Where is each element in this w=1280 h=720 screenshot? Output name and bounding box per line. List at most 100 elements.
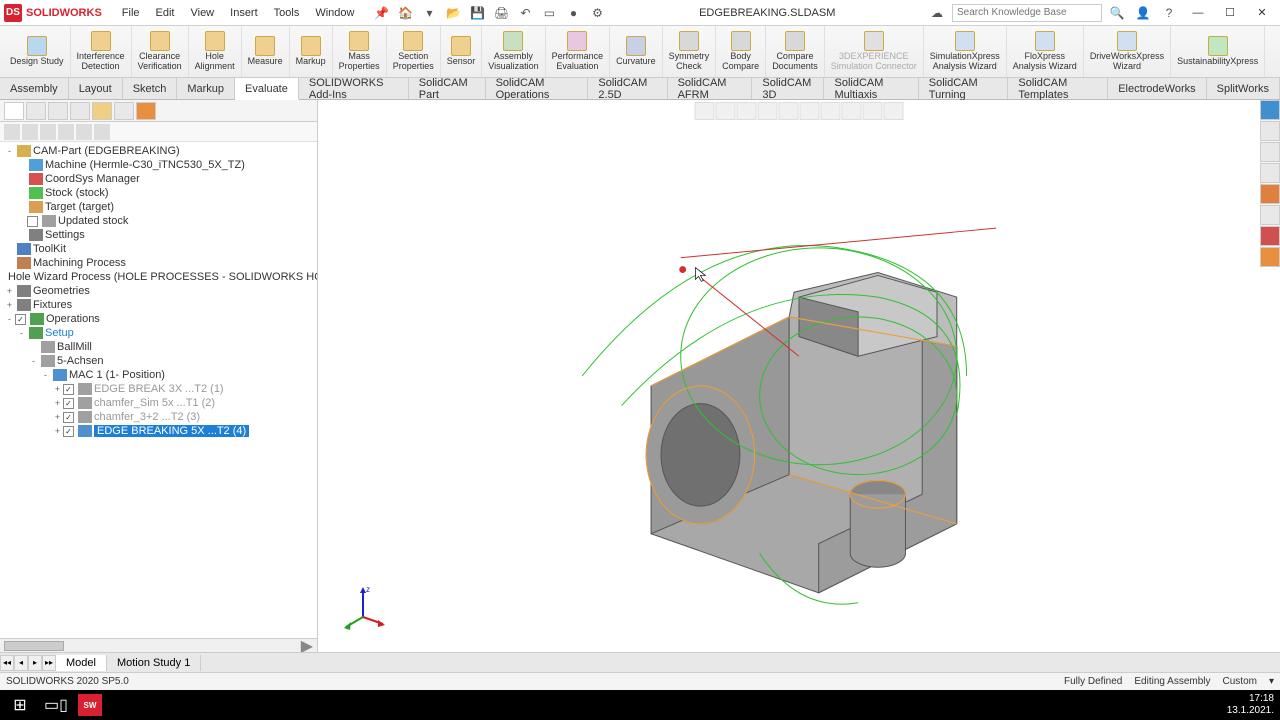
tree-node[interactable]: CoordSys Manager [2, 172, 315, 186]
tree-node[interactable]: -Setup [2, 326, 315, 340]
solidworks-taskbar-icon[interactable]: SW [78, 694, 102, 716]
search-input[interactable] [952, 4, 1102, 22]
options-icon[interactable]: ⚙ [586, 3, 608, 23]
undo-icon[interactable]: ↶ [514, 3, 536, 23]
tab-splitworks[interactable]: SplitWorks [1207, 78, 1280, 99]
tree-node[interactable]: BallMill [2, 340, 315, 354]
ribbon-sensor[interactable]: Sensor [441, 26, 483, 77]
tab-assembly[interactable]: Assembly [0, 78, 69, 99]
solidcam-tab[interactable] [136, 102, 156, 120]
tab-solidcam-operations[interactable]: SolidCAM Operations [486, 78, 589, 99]
ribbon-assembly[interactable]: Assembly Visualization [482, 26, 545, 77]
tab-solidworks-add-ins[interactable]: SOLIDWORKS Add-Ins [299, 78, 409, 99]
ribbon-hole[interactable]: Hole Alignment [189, 26, 242, 77]
ribbon-curvature[interactable]: Curvature [610, 26, 663, 77]
tab-markup[interactable]: Markup [177, 78, 235, 99]
print-icon[interactable]: 🖨 [490, 3, 512, 23]
tree-node[interactable]: +✓EDGE BREAKING 5X ...T2 (4) [2, 424, 315, 438]
scroll-thumb[interactable] [4, 641, 64, 651]
save-icon[interactable]: 💾 [466, 3, 488, 23]
rebuild-icon[interactable]: ● [562, 3, 584, 23]
tab-solidcam-2.5d[interactable]: SolidCAM 2.5D [588, 78, 667, 99]
ribbon-markup[interactable]: Markup [290, 26, 333, 77]
tab-solidcam-3d[interactable]: SolidCAM 3D [752, 78, 824, 99]
new-icon[interactable]: ▾ [418, 3, 440, 23]
ribbon-measure[interactable]: Measure [242, 26, 290, 77]
motion-study-tab[interactable]: Motion Study 1 [107, 655, 201, 671]
pin-icon[interactable]: 📌 [370, 3, 392, 23]
close-button[interactable]: ✕ [1248, 3, 1276, 23]
system-tray[interactable]: 17:18 13.1.2021. [1227, 693, 1274, 717]
ribbon-3dexperience[interactable]: 3DEXPERIENCE Simulation Connector [825, 26, 924, 77]
select-icon[interactable]: ▭ [538, 3, 560, 23]
tab-electrodeworks[interactable]: ElectrodeWorks [1108, 78, 1206, 99]
tab-solidcam-turning[interactable]: SolidCAM Turning [919, 78, 1009, 99]
panel-scrollbar[interactable]: ▶ [0, 638, 317, 652]
menu-file[interactable]: File [114, 7, 148, 19]
extra-tab[interactable] [114, 102, 134, 120]
tree-node[interactable]: Stock (stock) [2, 186, 315, 200]
search-go-icon[interactable]: 🔍 [1106, 3, 1128, 23]
open-icon[interactable]: 📂 [442, 3, 464, 23]
tree-node[interactable]: +✓chamfer_Sim 5x ...T1 (2) [2, 396, 315, 410]
ribbon-performance[interactable]: Performance Evaluation [546, 26, 611, 77]
tree-node[interactable]: Hole Wizard Process (HOLE PROCESSES - SO… [2, 270, 315, 284]
tab-evaluate[interactable]: Evaluate [235, 78, 299, 100]
ribbon-design-study[interactable]: Design Study [4, 26, 71, 77]
ribbon-symmetry[interactable]: Symmetry Check [663, 26, 717, 77]
tree-node[interactable]: -✓Operations [2, 312, 315, 326]
tree-node[interactable]: ToolKit [2, 242, 315, 256]
units-dropdown[interactable]: ▾ [1269, 676, 1274, 687]
tab-nav[interactable]: ◂◂◂▸▸▸ [0, 655, 56, 671]
ptool-1[interactable] [4, 124, 20, 140]
maximize-button[interactable]: ☐ [1216, 3, 1244, 23]
cam-tab[interactable] [92, 102, 112, 120]
ribbon-interference[interactable]: Interference Detection [71, 26, 132, 77]
ribbon-sustainabilityxpress[interactable]: SustainabilityXpress [1171, 26, 1265, 77]
display-manager-tab[interactable] [70, 102, 90, 120]
ribbon-floxpress[interactable]: FloXpress Analysis Wizard [1007, 26, 1084, 77]
help-icon[interactable]: ? [1158, 3, 1180, 23]
tree-node[interactable]: -CAM-Part (EDGEBREAKING) [2, 144, 315, 158]
tree-node[interactable]: Target (target) [2, 200, 315, 214]
menu-tools[interactable]: Tools [266, 7, 308, 19]
ptool-4[interactable] [58, 124, 74, 140]
ptool-5[interactable] [76, 124, 92, 140]
ribbon-section[interactable]: Section Properties [387, 26, 441, 77]
ribbon-compare[interactable]: Compare Documents [766, 26, 825, 77]
ribbon-driveworksxpress[interactable]: DriveWorksXpress Wizard [1084, 26, 1171, 77]
feature-tree[interactable]: -CAM-Part (EDGEBREAKING)Machine (Hermle-… [0, 142, 317, 638]
tree-node[interactable]: +✓chamfer_3+2 ...T2 (3) [2, 410, 315, 424]
tree-node[interactable]: -5-Achsen [2, 354, 315, 368]
graphics-viewport[interactable]: z [318, 100, 1280, 652]
tree-node[interactable]: Settings [2, 228, 315, 242]
ribbon-clearance[interactable]: Clearance Verification [132, 26, 189, 77]
menu-edit[interactable]: Edit [148, 7, 183, 19]
ribbon-simulationxpress[interactable]: SimulationXpress Analysis Wizard [924, 26, 1007, 77]
tab-layout[interactable]: Layout [69, 78, 123, 99]
tree-node[interactable]: +Fixtures [2, 298, 315, 312]
tree-node[interactable]: -MAC 1 (1- Position) [2, 368, 315, 382]
ribbon-mass[interactable]: Mass Properties [333, 26, 387, 77]
tree-node[interactable]: +Geometries [2, 284, 315, 298]
tree-node[interactable]: Updated stock [2, 214, 315, 228]
tree-node[interactable]: Machine (Hermle-C30_iTNC530_5X_TZ) [2, 158, 315, 172]
ribbon-body[interactable]: Body Compare [716, 26, 766, 77]
ptool-3[interactable] [40, 124, 56, 140]
tab-solidcam-templates[interactable]: SolidCAM Templates [1008, 78, 1108, 99]
user-icon[interactable]: 👤 [1132, 3, 1154, 23]
task-view-icon[interactable]: ▭▯ [42, 693, 70, 717]
ptool-6[interactable] [94, 124, 110, 140]
minimize-button[interactable]: — [1184, 3, 1212, 23]
home-icon[interactable]: 🏠 [394, 3, 416, 23]
menu-view[interactable]: View [182, 7, 222, 19]
tab-sketch[interactable]: Sketch [123, 78, 178, 99]
start-button[interactable]: ⊞ [6, 693, 34, 717]
tree-node[interactable]: +✓EDGE BREAK 3X ...T2 (1) [2, 382, 315, 396]
feature-tree-tab[interactable] [4, 102, 24, 120]
search-cloud-icon[interactable]: ☁ [926, 3, 948, 23]
tree-node[interactable]: Machining Process [2, 256, 315, 270]
tab-solidcam-afrm[interactable]: SolidCAM AFRM [668, 78, 753, 99]
property-manager-tab[interactable] [26, 102, 46, 120]
menu-window[interactable]: Window [307, 7, 362, 19]
